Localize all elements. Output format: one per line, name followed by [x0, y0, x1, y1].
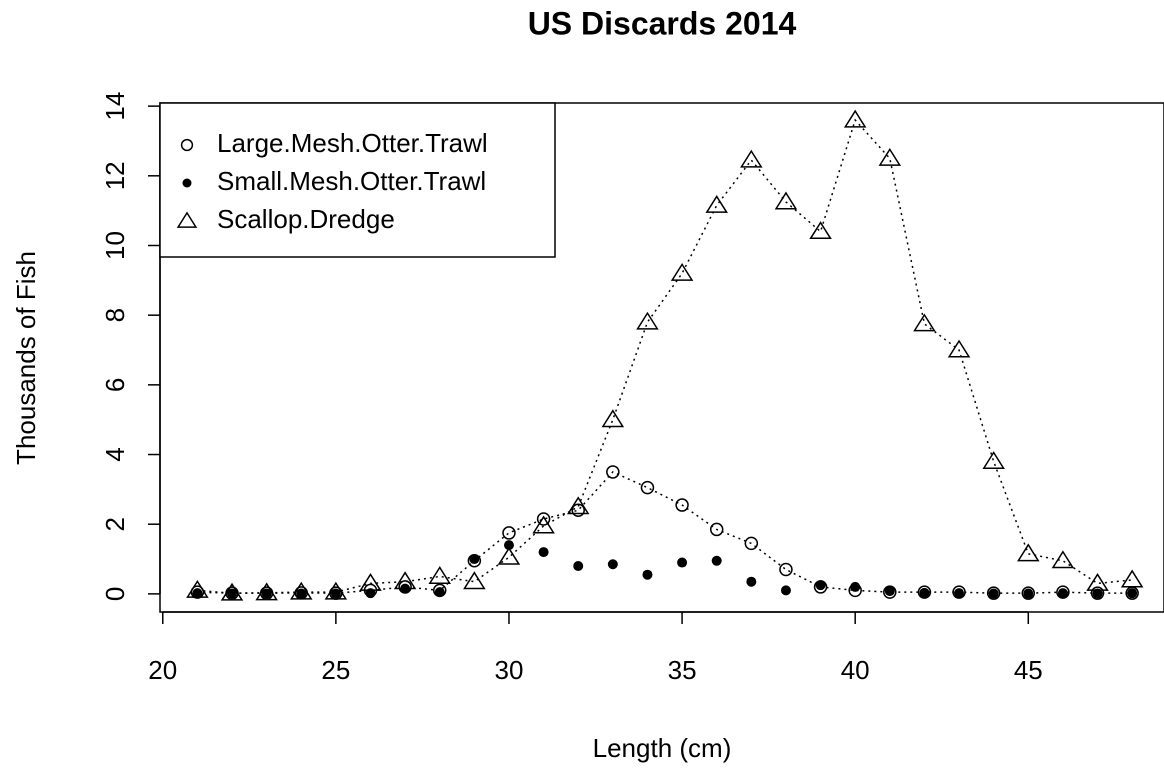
data-point	[982, 451, 1005, 469]
data-point	[261, 588, 272, 599]
data-point	[566, 496, 590, 515]
x-axis-label: Length (cm)	[593, 733, 732, 763]
data-point	[677, 557, 688, 568]
data-point	[393, 571, 417, 590]
data-point	[538, 547, 549, 558]
data-point	[255, 582, 278, 601]
data-point	[227, 588, 238, 599]
legend-box	[159, 102, 556, 258]
data-point	[878, 147, 902, 166]
data-point	[503, 540, 514, 551]
data-point	[744, 536, 759, 551]
data-point	[186, 579, 209, 598]
data-point	[502, 526, 516, 540]
data-point	[947, 339, 971, 358]
data-point	[913, 313, 936, 332]
data-point	[463, 571, 486, 590]
data-point	[469, 554, 480, 565]
legend-marker	[176, 211, 198, 228]
data-point	[884, 586, 895, 597]
legend-label: Large.Mesh.Otter.Trawl	[217, 128, 488, 158]
data-point	[779, 562, 793, 577]
x-tick-label: 25	[321, 655, 350, 685]
data-point	[434, 587, 445, 598]
data-point	[640, 480, 655, 495]
x-tick-label: 40	[841, 655, 870, 685]
data-point	[986, 586, 1001, 600]
data-point	[607, 559, 618, 570]
data-point	[917, 585, 932, 599]
data-point	[1120, 569, 1144, 588]
y-tick-label: 4	[100, 447, 130, 461]
data-point	[1051, 550, 1075, 569]
data-point	[988, 588, 999, 599]
y-tick-label: 12	[100, 161, 130, 190]
y-tick-label: 14	[100, 92, 130, 121]
data-point	[532, 515, 555, 534]
data-point	[780, 585, 791, 596]
data-point	[954, 588, 965, 599]
y-axis-label: Thousands of Fish	[11, 251, 41, 465]
data-point	[571, 503, 585, 518]
y-tick-label: 6	[100, 378, 130, 392]
data-point	[1086, 573, 1109, 591]
data-point	[675, 498, 689, 512]
x-tick-label: 45	[1014, 655, 1043, 685]
legend-label: Scallop.Dredge	[217, 204, 395, 234]
data-point	[1127, 588, 1138, 599]
legend-label: Small.Mesh.Otter.Trawl	[217, 166, 486, 196]
data-point	[324, 581, 348, 600]
data-point	[192, 588, 203, 599]
y-tick-label: 0	[100, 587, 130, 601]
data-point	[711, 555, 722, 566]
data-point	[670, 262, 694, 281]
data-point	[740, 149, 763, 168]
data-point	[642, 569, 653, 580]
chart-title: US Discards 2014	[528, 5, 797, 41]
data-point	[1057, 588, 1068, 599]
data-point	[289, 581, 313, 600]
data-point	[774, 191, 798, 210]
data-point	[573, 561, 584, 572]
data-point	[296, 588, 307, 599]
x-tick-label: 30	[495, 655, 524, 685]
data-point	[220, 582, 244, 601]
data-point	[606, 465, 620, 479]
data-point	[536, 512, 551, 526]
data-point	[1090, 586, 1105, 600]
data-point	[601, 409, 625, 428]
x-tick-label: 35	[668, 655, 697, 685]
x-tick-label: 20	[148, 655, 177, 685]
y-tick-label: 2	[100, 517, 130, 531]
data-point	[1092, 588, 1103, 599]
series-line	[197, 118, 1133, 594]
data-point	[1017, 543, 1040, 562]
y-tick-label: 8	[100, 308, 130, 322]
data-point	[1023, 588, 1034, 599]
data-point	[746, 576, 757, 587]
y-tick-label: 10	[100, 231, 130, 260]
data-point	[428, 566, 451, 584]
data-point	[815, 580, 826, 591]
series-line	[197, 471, 1133, 594]
data-point	[709, 522, 724, 537]
data-point	[809, 221, 832, 240]
legend-marker	[180, 138, 194, 152]
data-point	[330, 588, 341, 599]
legend-marker	[182, 178, 192, 188]
data-point	[843, 109, 867, 128]
data-point	[1021, 586, 1036, 600]
data-point	[850, 581, 861, 592]
data-point	[919, 587, 930, 598]
data-point	[359, 573, 382, 591]
data-point	[705, 195, 728, 213]
data-point	[497, 546, 521, 565]
data-point	[636, 311, 659, 330]
